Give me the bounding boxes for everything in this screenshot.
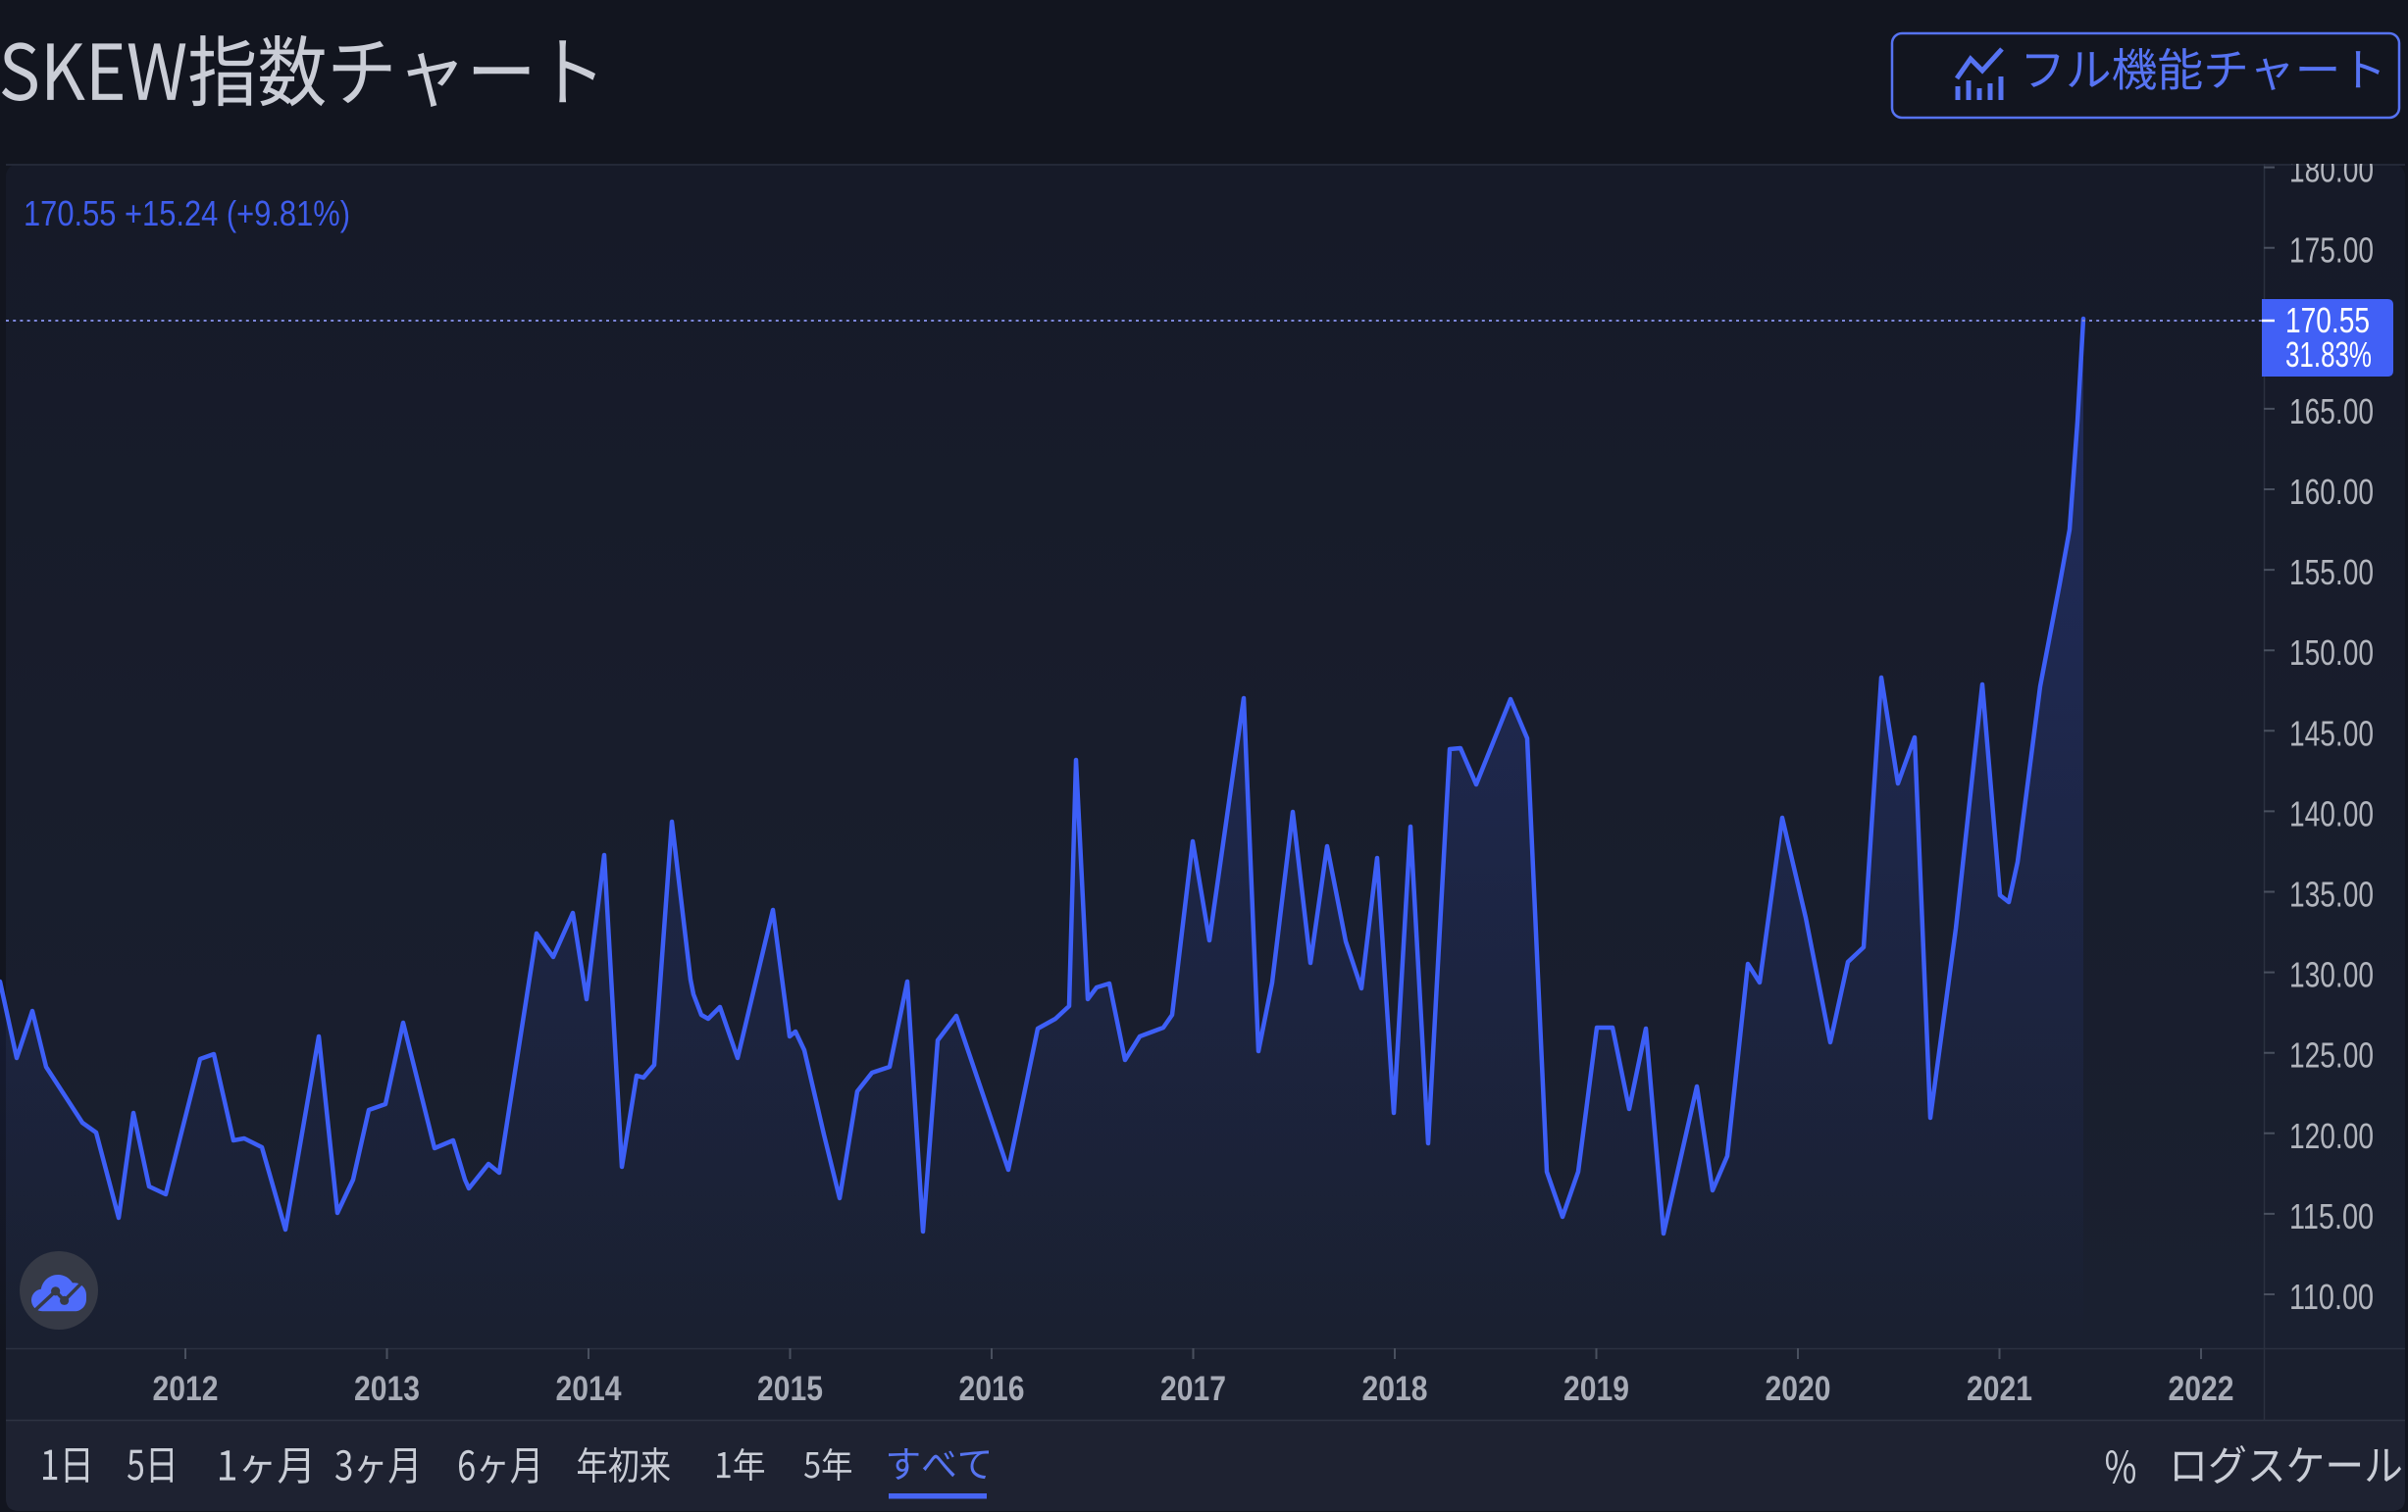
svg-text:2019: 2019 xyxy=(1563,1370,1629,1408)
svg-text:150.00: 150.00 xyxy=(2289,632,2374,673)
svg-text:135.00: 135.00 xyxy=(2289,875,2374,915)
svg-text:130.00: 130.00 xyxy=(2289,955,2374,995)
svg-text:2016: 2016 xyxy=(959,1370,1025,1408)
svg-text:2022: 2022 xyxy=(2169,1370,2234,1408)
svg-text:2012: 2012 xyxy=(153,1370,219,1408)
svg-text:2014: 2014 xyxy=(556,1370,622,1408)
svg-text:165.00: 165.00 xyxy=(2289,391,2374,431)
svg-text:175.00: 175.00 xyxy=(2289,230,2374,271)
svg-text:160.00: 160.00 xyxy=(2289,472,2374,512)
svg-text:110.00: 110.00 xyxy=(2289,1277,2374,1317)
svg-text:115.00: 115.00 xyxy=(2289,1196,2374,1236)
svg-text:145.00: 145.00 xyxy=(2289,713,2374,753)
svg-text:170.55 +15.24 (+9.81%): 170.55 +15.24 (+9.81%) xyxy=(24,193,350,233)
svg-text:2018: 2018 xyxy=(1362,1370,1428,1408)
svg-text:120.00: 120.00 xyxy=(2289,1116,2374,1156)
svg-text:2020: 2020 xyxy=(1766,1370,1831,1408)
svg-text:2013: 2013 xyxy=(354,1370,420,1408)
svg-text:2017: 2017 xyxy=(1160,1370,1226,1408)
svg-text:2015: 2015 xyxy=(757,1370,823,1408)
svg-text:155.00: 155.00 xyxy=(2289,552,2374,592)
svg-text:170.55: 170.55 xyxy=(2285,300,2370,340)
svg-text:125.00: 125.00 xyxy=(2289,1035,2374,1076)
svg-text:140.00: 140.00 xyxy=(2289,793,2374,833)
svg-text:31.83%: 31.83% xyxy=(2285,334,2372,375)
svg-text:2021: 2021 xyxy=(1967,1370,2032,1408)
